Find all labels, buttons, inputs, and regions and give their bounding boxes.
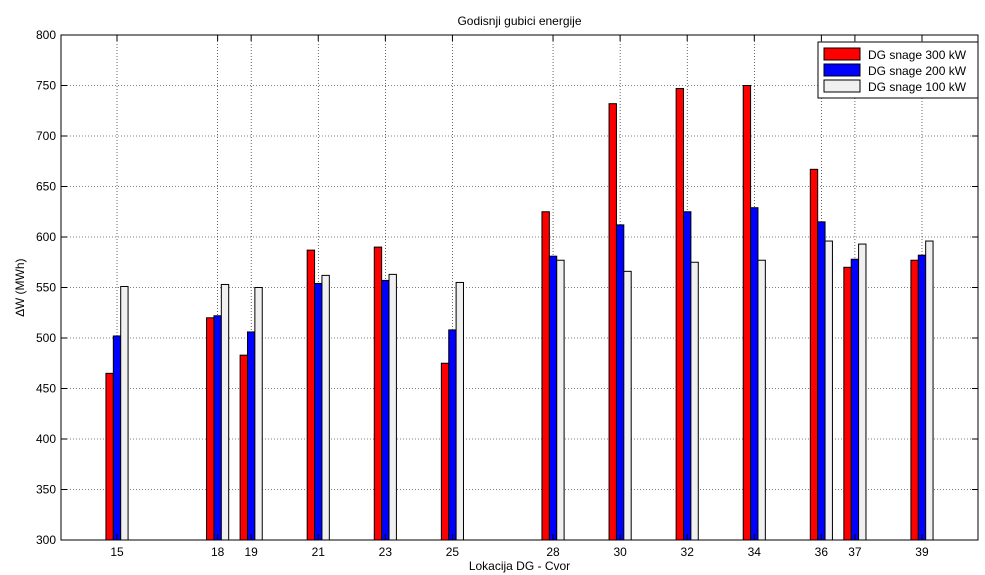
bar-2-39 bbox=[917, 254, 927, 541]
legend-swatch-1 bbox=[823, 47, 861, 61]
x-tick-labels: 15 18 19 21 23 25 28 30 32 34 36 37 39 bbox=[110, 545, 929, 559]
x-tick-label: 19 bbox=[244, 545, 258, 559]
y-tick-label: 550 bbox=[36, 281, 56, 295]
legend-label-1: DG snage 300 kW bbox=[868, 48, 967, 62]
y-tick-label: 650 bbox=[36, 180, 56, 194]
bar-3-39 bbox=[925, 240, 934, 541]
y-tick-labels: 300 350 400 450 500 550 600 650 700 750 800 bbox=[36, 28, 56, 547]
bar-2-15 bbox=[112, 335, 122, 541]
bar-2-32 bbox=[683, 211, 692, 541]
x-tick-label: 34 bbox=[748, 545, 762, 559]
x-axis-label: Lokacija DG - Cvor bbox=[469, 559, 570, 573]
bar-2-21 bbox=[314, 282, 323, 541]
y-axis-label: ∆W (MWh) bbox=[13, 259, 27, 317]
bar-1-32 bbox=[675, 88, 685, 541]
bar-2-36 bbox=[817, 221, 826, 541]
bar-2-23 bbox=[381, 279, 390, 541]
y-tick-label: 700 bbox=[36, 129, 56, 143]
legend-label-2: DG snage 200 kW bbox=[868, 64, 967, 78]
legend-swatch-2 bbox=[823, 63, 861, 77]
bar-2-28 bbox=[548, 255, 558, 541]
bar-1-37 bbox=[843, 266, 852, 541]
bar-3-36 bbox=[824, 240, 833, 541]
x-tick-label: 18 bbox=[211, 545, 225, 559]
bar-1-25 bbox=[440, 362, 450, 541]
y-tick-label: 450 bbox=[36, 382, 56, 396]
bar-3-18 bbox=[220, 283, 230, 541]
x-tick-label: 25 bbox=[446, 545, 460, 559]
legend-swatch-3 bbox=[823, 79, 861, 93]
bar-3-37 bbox=[858, 243, 867, 541]
bar-1-23 bbox=[373, 246, 383, 541]
legend: DG snage 300 kW DG snage 200 kW DG snage 1… bbox=[817, 41, 979, 99]
bar-1-34 bbox=[742, 85, 752, 541]
plot-frame bbox=[60, 34, 979, 541]
bar-2-30 bbox=[615, 224, 625, 541]
y-tick-label: 400 bbox=[36, 432, 56, 446]
y-tick-label: 300 bbox=[36, 533, 56, 547]
x-tick-label: 23 bbox=[379, 545, 393, 559]
bar-1-19 bbox=[239, 354, 248, 541]
bar-2-25 bbox=[448, 329, 457, 541]
y-tick-label: 750 bbox=[36, 79, 56, 93]
x-tick-label: 36 bbox=[815, 545, 829, 559]
bar-3-15 bbox=[120, 285, 129, 541]
ticks bbox=[61, 34, 978, 541]
bar-3-32 bbox=[690, 261, 699, 541]
bar-1-15 bbox=[105, 372, 114, 541]
x-tick-label: 28 bbox=[546, 545, 560, 559]
bar-1-36 bbox=[809, 168, 819, 541]
grid bbox=[61, 34, 978, 541]
bar-3-28 bbox=[556, 259, 565, 541]
bar-3-25 bbox=[455, 281, 464, 541]
bar-1-21 bbox=[306, 249, 316, 541]
y-tick-label: 500 bbox=[36, 331, 56, 345]
x-tick-label: 30 bbox=[613, 545, 627, 559]
y-tick-label: 350 bbox=[36, 483, 56, 497]
bars bbox=[105, 85, 934, 541]
bar-3-19 bbox=[254, 287, 263, 541]
chart-title: Godisnji gubici energije bbox=[457, 14, 581, 28]
bar-3-34 bbox=[757, 259, 766, 541]
bar-2-37 bbox=[850, 258, 860, 541]
bar-2-34 bbox=[750, 207, 759, 541]
bar-1-30 bbox=[608, 103, 617, 541]
y-tick-label: 600 bbox=[36, 230, 56, 244]
bar-3-23 bbox=[388, 273, 397, 541]
x-tick-label: 37 bbox=[848, 545, 862, 559]
bar-1-28 bbox=[541, 211, 550, 541]
x-tick-label: 32 bbox=[681, 545, 695, 559]
x-tick-label: 21 bbox=[312, 545, 326, 559]
bar-2-18 bbox=[213, 315, 222, 541]
x-tick-label: 15 bbox=[110, 545, 124, 559]
bar-1-39 bbox=[910, 259, 919, 541]
bar-3-21 bbox=[321, 274, 330, 541]
bar-3-30 bbox=[623, 270, 632, 541]
x-tick-label: 39 bbox=[915, 545, 929, 559]
bar-2-19 bbox=[246, 331, 256, 541]
y-tick-label: 800 bbox=[36, 28, 56, 42]
legend-label-3: DG snage 100 kW bbox=[868, 80, 967, 94]
bar-1-18 bbox=[206, 317, 215, 541]
